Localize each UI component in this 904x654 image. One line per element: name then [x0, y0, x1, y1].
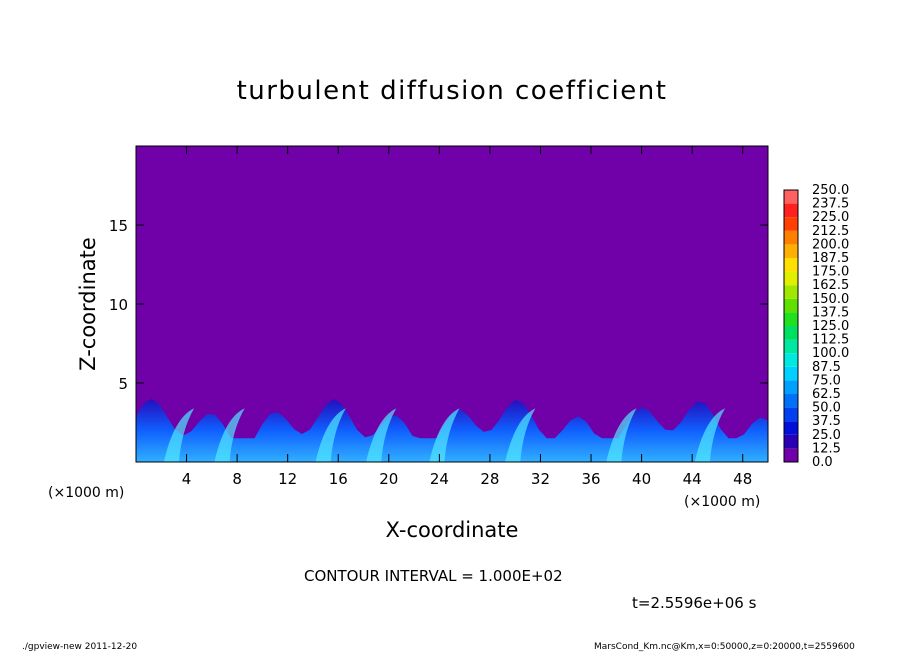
- plume-7: [606, 408, 637, 462]
- colorbar-swatch-2: [784, 421, 798, 435]
- y-tick-label-2: 15: [109, 217, 128, 235]
- colorbar-label-11: 137.5: [812, 305, 849, 320]
- colorbar-swatch-6: [784, 366, 798, 381]
- colorbar-label-15: 187.5: [812, 251, 849, 266]
- colorbar-swatch-5: [784, 380, 798, 394]
- colorbar-label-8: 100.0: [812, 346, 849, 361]
- x-tick-label-3: 16: [329, 470, 348, 488]
- x-unit-label: (×1000 m): [684, 494, 760, 510]
- plume-1: [163, 408, 195, 462]
- x-tick-label-6: 28: [480, 470, 499, 488]
- colorbar-swatch-19: [784, 190, 798, 204]
- colorbar-swatch-0: [784, 448, 798, 462]
- colorbar-label-16: 200.0: [812, 237, 849, 252]
- colorbar-swatch-9: [784, 326, 798, 340]
- colorbar-label-14: 175.0: [812, 265, 849, 280]
- footer-source: MarsCond_Km.nc@Km,x=0:50000,z=0:20000,t=…: [594, 642, 855, 652]
- turbulent-layer: [136, 398, 768, 462]
- x-tick-label-10: 44: [683, 470, 702, 488]
- plume-4: [366, 408, 397, 462]
- contour-interval-note: CONTOUR INTERVAL = 1.000E+02: [304, 567, 563, 585]
- chart-title: turbulent diffusion coefficient: [236, 76, 668, 106]
- plume-5: [429, 408, 460, 462]
- x-tick-label-4: 20: [379, 470, 398, 488]
- colorbar-label-12: 150.0: [812, 292, 849, 307]
- colorbar-label-4: 50.0: [812, 401, 841, 416]
- colorbar-swatch-1: [784, 434, 798, 449]
- x-tick-label-7: 32: [531, 470, 550, 488]
- x-tick-label-1: 8: [232, 470, 242, 488]
- colorbar-swatch-11: [784, 298, 798, 313]
- colorbar-swatch-15: [784, 244, 798, 258]
- colorbar-label-7: 87.5: [812, 360, 841, 375]
- x-axis-label: X-coordinate: [386, 518, 519, 542]
- colorbar-swatch-14: [784, 258, 798, 272]
- plume-6: [505, 408, 536, 462]
- colorbar-label-9: 112.5: [812, 333, 849, 348]
- colorbar-swatch-4: [784, 394, 798, 408]
- field-background: [136, 146, 768, 462]
- colorbar-swatch-13: [784, 271, 798, 286]
- colorbar-swatch-3: [784, 407, 798, 422]
- y-unit-label: (×1000 m): [48, 485, 124, 501]
- colorbar-label-20: 250.0: [812, 183, 849, 198]
- y-axis-label: Z-coordinate: [76, 237, 100, 371]
- x-tick-label-2: 12: [278, 470, 297, 488]
- colorbar-swatch-16: [784, 230, 798, 245]
- colorbar-label-17: 212.5: [812, 224, 849, 239]
- footer-command: ./gpview-new 2011-12-20: [22, 642, 138, 652]
- colorbar-frame: [783, 189, 799, 463]
- colorbar-label-3: 37.5: [812, 414, 841, 429]
- time-stamp: t=2.5596e+06 s: [632, 594, 757, 612]
- colorbar-label-18: 225.0: [812, 210, 849, 225]
- colorbar-swatch-7: [784, 353, 798, 367]
- colorbar-label-13: 162.5: [812, 278, 849, 293]
- x-tick-label-9: 40: [632, 470, 651, 488]
- colorbar-label-5: 62.5: [812, 387, 841, 402]
- plume-2: [214, 408, 245, 462]
- plume-8: [694, 408, 726, 462]
- colorbar-swatch-17: [784, 217, 798, 231]
- colorbar-label-2: 25.0: [812, 428, 841, 443]
- colorbar-swatch-12: [784, 285, 798, 299]
- plume-3: [315, 408, 346, 462]
- colorbar-label-10: 125.0: [812, 319, 849, 334]
- colorbar-swatch-10: [784, 312, 798, 326]
- x-tick-label-0: 4: [182, 470, 192, 488]
- colorbar-swatch-18: [784, 203, 798, 218]
- x-tick-label-11: 48: [733, 470, 752, 488]
- y-tick-label-0: 5: [118, 375, 128, 393]
- y-tick-label-1: 10: [109, 296, 128, 314]
- colorbar-label-1: 12.5: [812, 441, 841, 456]
- colorbar-label-0: 0.0: [812, 455, 833, 470]
- x-tick-label-8: 36: [581, 470, 600, 488]
- x-tick-label-5: 24: [430, 470, 449, 488]
- colorbar-label-19: 237.5: [812, 197, 849, 212]
- colorbar-swatch-8: [784, 339, 798, 354]
- colorbar-label-6: 75.0: [812, 373, 841, 388]
